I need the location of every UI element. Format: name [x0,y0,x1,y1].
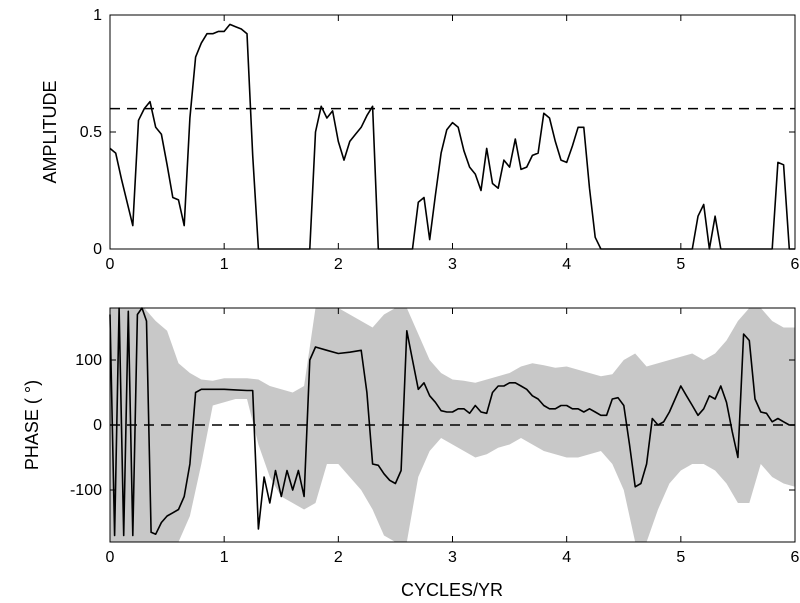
amp-y-tick-label: 1 [93,7,102,24]
amp-x-tick-label: 0 [106,256,115,273]
phase-y-tick-label: 0 [93,417,102,434]
amp-y-tick-label: 0 [93,241,102,258]
amp-x-tick-label: 4 [562,256,571,273]
phase-x-tick-label: 2 [334,549,343,566]
phase-y-ticks: -100 0 100 [70,352,795,499]
phase-x-tick-label: 4 [562,549,571,566]
phase-panel: 0 1 2 3 4 5 6 -100 0 100 PHASE ( °) CYCLES/YR [22,307,800,600]
amplitude-axes-frame [109,14,796,250]
phase-x-tick-label: 0 [106,549,115,566]
amplitude-x-ticks: 0 1 2 3 4 5 6 [106,15,800,273]
phase-y-tick-label: 100 [75,352,102,369]
amp-series-line-0 [109,23,795,250]
phase-x-tick-label: 6 [791,549,800,566]
amp-x-tick-label: 1 [220,256,229,273]
amplitude-y-ticks: 00.51 [80,7,795,258]
amp-x-tick-label: 2 [334,256,343,273]
phase-x-tick-label: 1 [220,549,229,566]
amplitude-y-axis-label: AMPLITUDE [40,80,60,183]
phase-series-layer [109,307,795,537]
amp-x-tick-label: 5 [676,256,685,273]
amplitude-series-layer [109,23,795,250]
phase-x-ticks: 0 1 2 3 4 5 6 [106,308,800,566]
amp-x-tick-label: 6 [791,256,800,273]
phase-y-axis-label: PHASE ( °) [22,380,42,470]
amp-x-tick-label: 3 [448,256,457,273]
phase-x-tick-label: 5 [676,549,685,566]
phase-series-line-0 [109,307,795,537]
amp-y-tick-label: 0.5 [80,124,102,141]
phase-x-axis-label: CYCLES/YR [401,580,503,600]
phase-y-tick-label: -100 [70,482,102,499]
phase-x-tick-label: 3 [448,549,457,566]
